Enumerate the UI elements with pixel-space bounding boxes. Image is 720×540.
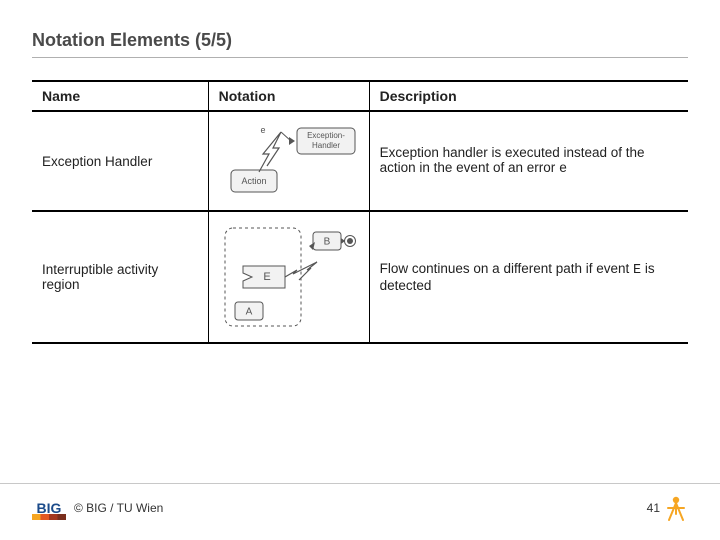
- desc-code: e: [559, 162, 567, 177]
- cell-name: Exception Handler: [32, 111, 208, 211]
- big-logo: BIG: [32, 496, 66, 520]
- cell-name: Interruptible activity region: [32, 211, 208, 343]
- table-row: Exception Handler e Exception- Handler: [32, 111, 688, 211]
- label-action: Action: [241, 176, 266, 186]
- cell-notation: B E A: [208, 211, 369, 343]
- label-handler-2: Handler: [312, 141, 340, 150]
- footer-right: 41: [647, 494, 688, 522]
- exception-handler-diagram: e Exception- Handler Action: [219, 122, 359, 200]
- label-E: E: [263, 271, 270, 283]
- label-e: e: [260, 125, 265, 135]
- th-name: Name: [32, 81, 208, 111]
- person-star-icon: [664, 494, 688, 522]
- notation-table: Name Notation Description Exception Hand…: [32, 80, 688, 344]
- desc-text: Exception handler is executed instead of…: [380, 145, 645, 175]
- desc-code: E: [633, 263, 641, 278]
- desc-text: Flow continues on a different path if ev…: [380, 261, 633, 276]
- th-notation: Notation: [208, 81, 369, 111]
- label-B: B: [323, 237, 330, 248]
- label-A: A: [245, 307, 252, 318]
- cell-description: Exception handler is executed instead of…: [369, 111, 688, 211]
- table-row: Interruptible activity region: [32, 211, 688, 343]
- th-description: Description: [369, 81, 688, 111]
- interruptible-region-diagram: B E A: [219, 222, 359, 332]
- slide-footer: BIG © BIG / TU Wien 41: [0, 483, 720, 522]
- copyright-text: © BIG / TU Wien: [74, 501, 163, 515]
- footer-left: BIG © BIG / TU Wien: [32, 496, 163, 520]
- page-number: 41: [647, 501, 660, 515]
- cell-notation: e Exception- Handler Action: [208, 111, 369, 211]
- slide-title: Notation Elements (5/5): [32, 30, 688, 58]
- label-handler-1: Exception-: [307, 131, 345, 140]
- cell-description: Flow continues on a different path if ev…: [369, 211, 688, 343]
